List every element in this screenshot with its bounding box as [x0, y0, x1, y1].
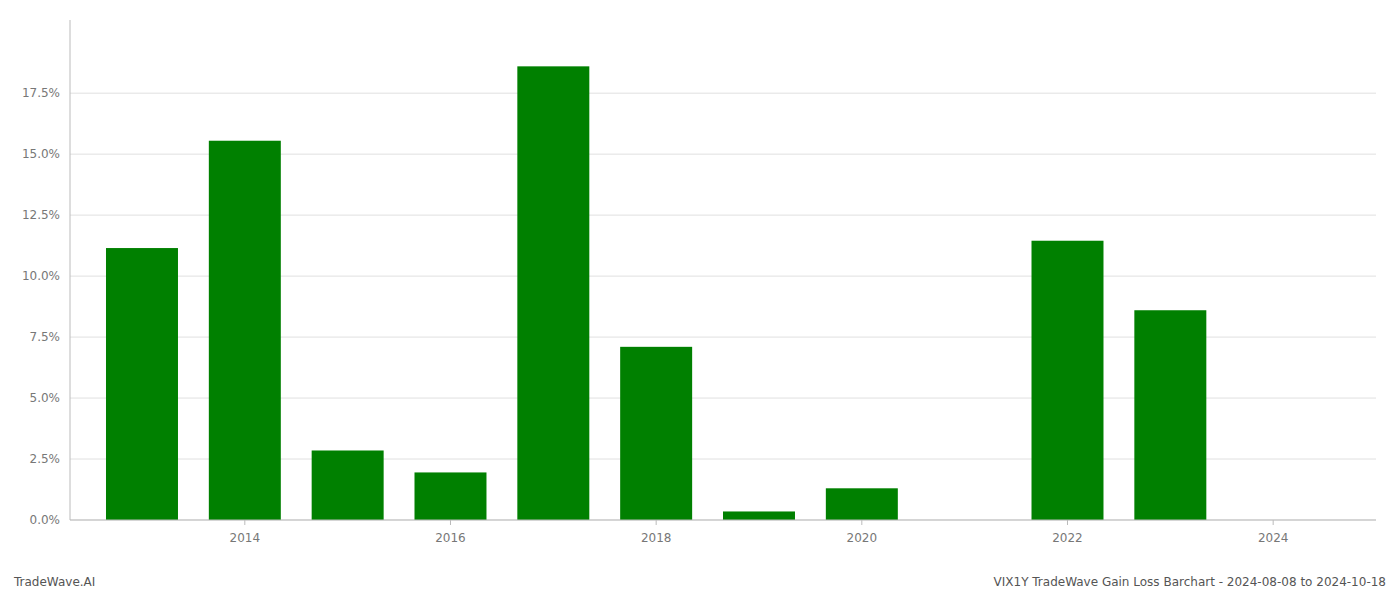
y-grid: [70, 93, 1376, 520]
x-tick: [1067, 520, 1068, 525]
bar: [312, 450, 384, 520]
x-tick: [244, 520, 245, 525]
bar: [1134, 310, 1206, 520]
chart: 0.0% 2.5% 5.0% 7.5% 10.0% 12.5% 15.0% 17.5% 2014…: [0, 0, 1400, 600]
y-tick-label: 17.5%: [22, 86, 60, 100]
y-tick-label: 5.0%: [30, 391, 61, 405]
x-tick-label: 2014: [230, 531, 261, 545]
bar: [106, 248, 178, 520]
bar: [414, 472, 486, 520]
y-axis: 0.0% 2.5% 5.0% 7.5% 10.0% 12.5% 15.0% 17.5%: [22, 86, 60, 527]
y-tick-label: 15.0%: [22, 147, 60, 161]
x-axis: 2014 2016 2018 2020 2022 2024: [230, 520, 1289, 545]
x-tick: [861, 520, 862, 525]
x-tick: [1273, 520, 1274, 525]
y-tick-label: 0.0%: [30, 513, 61, 527]
bar: [826, 488, 898, 520]
x-tick: [656, 520, 657, 525]
annotation: TradeWave.AI: [13, 575, 95, 589]
y-tick-label: 2.5%: [30, 452, 61, 466]
bars: [106, 66, 1206, 520]
x-tick-label: 2024: [1258, 531, 1289, 545]
y-axis-line: [70, 20, 71, 520]
x-tick: [450, 520, 451, 525]
x-axis-line: [70, 520, 1376, 521]
grid-line: [70, 93, 1376, 94]
bar: [209, 141, 281, 520]
x-tick-label: 2018: [641, 531, 672, 545]
bar: [723, 511, 795, 520]
bar: [517, 66, 589, 520]
y-tick-label: 12.5%: [22, 208, 60, 222]
x-tick-label: 2022: [1052, 531, 1083, 545]
chart-container: 0.0% 2.5% 5.0% 7.5% 10.0% 12.5% 15.0% 17.5% 2014…: [0, 0, 1400, 600]
x-tick-label: 2020: [847, 531, 878, 545]
annotation: VIX1Y TradeWave Gain Loss Barchart - 202…: [994, 575, 1386, 589]
x-tick-label: 2016: [435, 531, 466, 545]
bar: [620, 347, 692, 520]
grid-line: [70, 520, 1376, 521]
y-tick-label: 10.0%: [22, 269, 60, 283]
bar: [1032, 241, 1104, 520]
y-tick-label: 7.5%: [30, 330, 61, 344]
